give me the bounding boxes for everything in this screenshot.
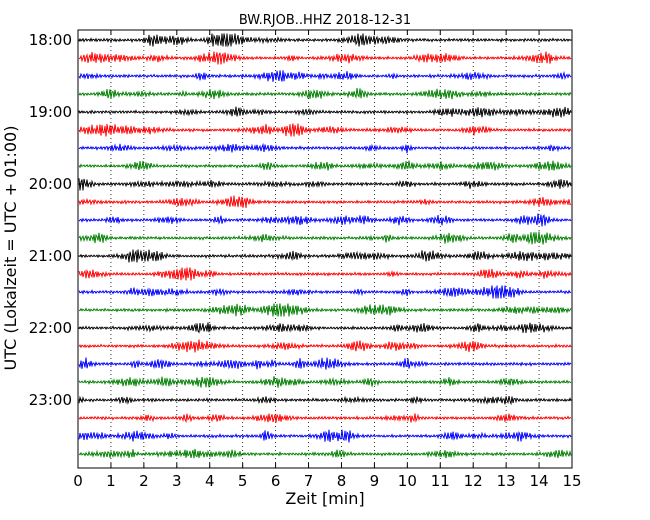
trace-17 — [78, 339, 572, 353]
trace-10 — [78, 213, 572, 227]
trace-6 — [78, 142, 572, 154]
x-tick-label-10: 10 — [398, 472, 417, 490]
trace-0 — [78, 33, 572, 48]
y-axis-title: UTC (Lokalzeit = UTC + 01:00) — [1, 126, 20, 371]
trace-19 — [78, 376, 572, 388]
x-tick-label-11: 11 — [431, 472, 450, 490]
trace-11 — [78, 231, 572, 245]
y-tick-label-0: 18:00 — [29, 31, 72, 49]
chart-title: BW.RJOB..HHZ 2018-12-31 — [239, 13, 411, 28]
x-tick-label-13: 13 — [497, 472, 516, 490]
trace-16 — [78, 322, 572, 334]
trace-18 — [78, 357, 572, 370]
trace-9 — [78, 195, 572, 208]
x-tick-label-6: 6 — [271, 472, 281, 490]
x-tick-label-4: 4 — [205, 472, 215, 490]
trace-7 — [78, 160, 572, 171]
trace-8 — [78, 178, 572, 191]
trace-1 — [78, 51, 572, 65]
trace-12 — [78, 249, 572, 263]
y-tick-label-2: 20:00 — [29, 175, 72, 193]
trace-21 — [78, 413, 572, 424]
x-tick-label-7: 7 — [304, 472, 314, 490]
trace-4 — [78, 106, 572, 118]
y-axis-ticks: 18:00 19:00 20:00 21:00 22:00 23:00 — [29, 31, 572, 409]
x-tick-label-12: 12 — [464, 472, 483, 490]
trace-5 — [78, 123, 572, 137]
x-axis-ticks: 0 1 2 3 4 5 6 7 8 9 10 11 12 13 14 15 — [73, 30, 582, 490]
seismic-traces — [78, 33, 572, 459]
y-tick-label-5: 23:00 — [29, 391, 72, 409]
trace-15 — [78, 303, 572, 317]
y-tick-label-4: 22:00 — [29, 319, 72, 337]
x-tick-label-8: 8 — [337, 472, 347, 490]
x-axis-title: Zeit [min] — [285, 489, 364, 508]
x-tick-label-9: 9 — [370, 472, 380, 490]
x-tick-label-14: 14 — [530, 472, 549, 490]
plot-area — [78, 30, 572, 468]
x-tick-label-15: 15 — [562, 472, 581, 490]
x-tick-label-0: 0 — [73, 472, 83, 490]
x-tick-label-3: 3 — [172, 472, 182, 490]
trace-2 — [78, 70, 572, 82]
plot-frame — [77, 29, 573, 469]
trace-23 — [78, 448, 572, 459]
y-tick-label-1: 19:00 — [29, 103, 72, 121]
trace-22 — [78, 429, 572, 443]
y-tick-label-3: 21:00 — [29, 247, 72, 265]
trace-14 — [78, 285, 572, 299]
trace-13 — [78, 267, 572, 281]
trace-3 — [78, 88, 572, 100]
trace-20 — [78, 395, 572, 406]
x-tick-label-5: 5 — [238, 472, 248, 490]
x-tick-label-1: 1 — [106, 472, 116, 490]
x-tick-label-2: 2 — [139, 472, 149, 490]
